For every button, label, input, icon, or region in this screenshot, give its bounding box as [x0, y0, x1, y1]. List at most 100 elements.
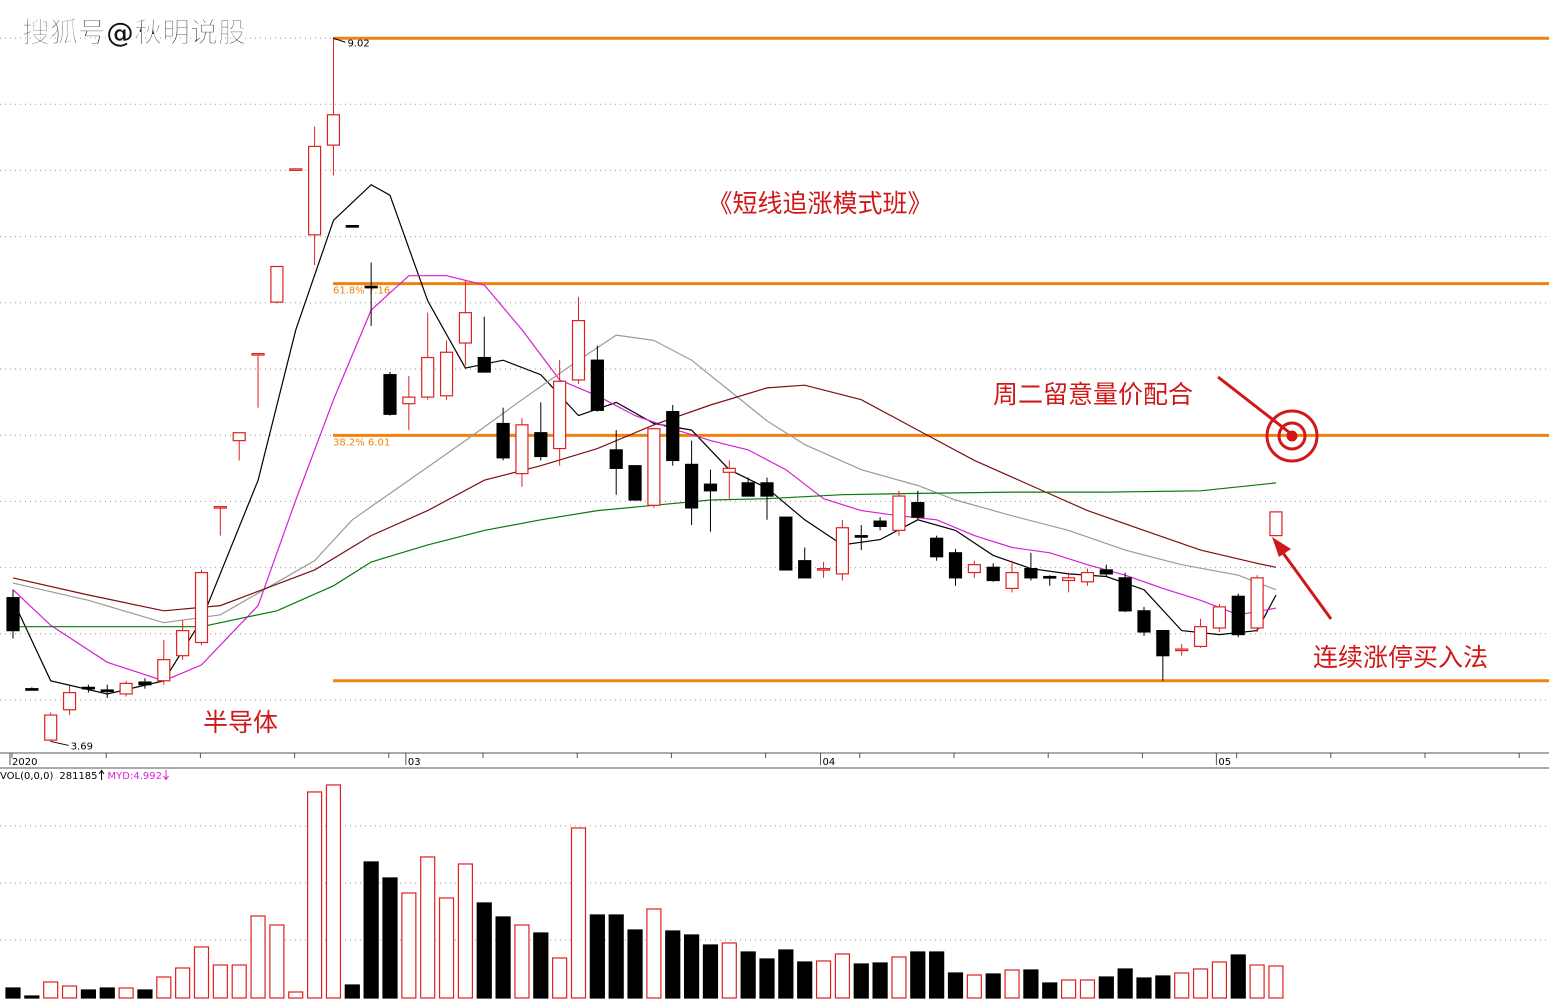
candle-body — [157, 659, 171, 682]
annotation: 《短线追涨模式班》 — [707, 189, 932, 218]
volume-bar — [420, 856, 436, 999]
candle-body — [1231, 595, 1245, 636]
volume-bar — [570, 827, 587, 999]
annotation: 半导体 — [203, 708, 278, 737]
volume-bar — [891, 956, 907, 999]
volume-bar — [175, 967, 191, 999]
candle-body — [25, 688, 39, 691]
volume-bar — [872, 962, 888, 999]
volume-bar — [721, 942, 737, 999]
volume-bar — [212, 964, 228, 999]
candle-body — [383, 374, 397, 415]
volume-bar — [985, 973, 1001, 999]
volume-bar — [966, 974, 982, 999]
volume-bar — [118, 987, 134, 999]
volume-bar — [457, 863, 473, 999]
candle-body — [1193, 626, 1208, 648]
candle-body — [326, 114, 341, 146]
volume-bar — [438, 897, 455, 999]
volume-label: VOL(0,0,0) — [0, 771, 53, 782]
min-label: 3.69 — [71, 741, 93, 752]
volume-bar — [1042, 982, 1058, 999]
volume-bar — [382, 877, 398, 999]
candle-body — [1118, 577, 1132, 612]
volume-bar — [853, 963, 869, 999]
volume-bar — [24, 995, 40, 999]
volume-bar — [910, 951, 926, 999]
candle-body — [364, 285, 378, 289]
candle-body — [703, 483, 718, 492]
volume-bar — [646, 908, 662, 999]
candle-body — [854, 535, 868, 538]
candle-body — [892, 495, 906, 531]
arrow — [1272, 537, 1333, 620]
volume-bar — [947, 972, 964, 999]
candle-body — [213, 506, 227, 509]
volume-bar — [815, 960, 832, 999]
candle-body — [1175, 648, 1189, 652]
candle-body — [458, 312, 472, 344]
watermark: 搜狐号@秋明说股 — [22, 16, 246, 49]
volume-bar — [608, 914, 624, 999]
volume-bar — [5, 987, 21, 999]
candle-body — [835, 527, 850, 575]
volume-bar — [683, 934, 700, 999]
volume-bar — [929, 951, 945, 999]
candle-body — [289, 168, 303, 171]
candle-body — [1156, 630, 1170, 657]
candle-body — [251, 352, 265, 356]
volume-bar — [80, 989, 97, 999]
plot: 61.8% 7.16 38.2% 6.01 9.02 3.69 2020 03 04 05 VO… — [0, 36, 1549, 999]
volume-bar — [1155, 975, 1171, 999]
volume-bar — [533, 932, 549, 999]
candle-body — [590, 359, 604, 411]
target-marker — [1217, 375, 1319, 463]
volume-bar — [1174, 972, 1190, 999]
x-tick-label: 2020 — [12, 757, 37, 768]
candle-body — [873, 520, 887, 527]
candle-body — [986, 566, 1000, 582]
candle-body — [138, 681, 152, 686]
candle-body — [176, 630, 190, 657]
candle-body — [232, 432, 246, 442]
volume-bar — [834, 953, 851, 999]
volume-bar — [495, 916, 511, 999]
candle-body — [760, 482, 774, 497]
candle-body — [779, 516, 793, 571]
candle-body — [515, 424, 529, 475]
up-arrow — [98, 769, 105, 780]
candle-body — [948, 552, 963, 579]
candle-body — [421, 356, 435, 398]
candle-body — [1250, 577, 1264, 629]
candle-body — [666, 411, 680, 462]
candle-body — [741, 482, 755, 497]
volume-bar — [231, 964, 247, 999]
ma-line — [12, 384, 1277, 612]
candle-body — [44, 714, 58, 741]
candle-body — [930, 537, 944, 558]
volume-bar — [1268, 965, 1284, 999]
candle-body — [119, 682, 133, 695]
indicator-label: MYD:4.992 — [108, 771, 162, 782]
candle-body — [609, 449, 623, 469]
level-label: 61.8% 7.16 — [333, 286, 390, 297]
volume-bar — [1117, 968, 1133, 999]
volume-bar — [1004, 969, 1020, 999]
ma-line — [12, 334, 1277, 624]
candle-body — [798, 560, 812, 579]
max-label: 9.02 — [347, 38, 369, 49]
candle-body — [439, 351, 454, 397]
volume-bar — [514, 924, 530, 999]
candle-body — [1024, 568, 1038, 579]
candle-body — [1080, 571, 1095, 583]
candle-body — [628, 465, 642, 501]
candle-body — [1269, 511, 1283, 537]
down-arrow — [163, 770, 169, 781]
volume-bar — [1136, 977, 1152, 999]
volume-bar — [99, 987, 115, 999]
candle-body — [1137, 610, 1151, 633]
volume-bar — [307, 791, 323, 999]
